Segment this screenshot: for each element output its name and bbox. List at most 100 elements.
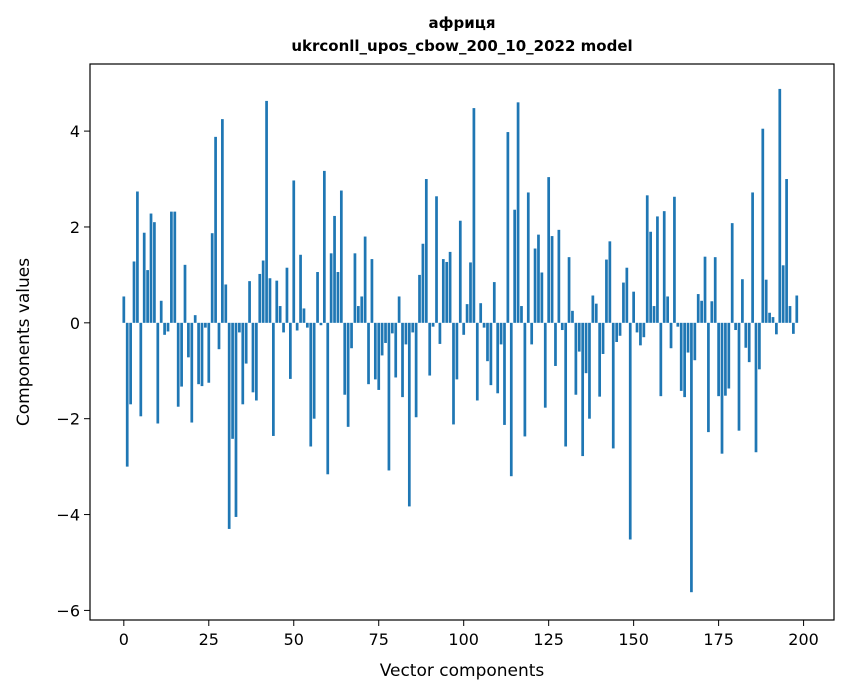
bar <box>492 282 496 323</box>
bar <box>520 306 523 323</box>
bar <box>275 280 279 323</box>
bar <box>136 191 139 323</box>
bar <box>523 322 527 437</box>
bar <box>690 322 693 593</box>
bar <box>265 100 268 323</box>
bar <box>156 322 160 424</box>
bar <box>530 322 534 345</box>
bar <box>139 322 143 417</box>
bar <box>149 213 153 323</box>
bar <box>496 322 500 394</box>
bar <box>146 270 149 323</box>
bar <box>720 322 724 454</box>
bar <box>656 216 659 323</box>
bar <box>764 279 768 323</box>
bar <box>659 322 663 397</box>
bar <box>241 322 245 405</box>
bar <box>462 322 466 335</box>
bar <box>676 322 680 327</box>
bar <box>329 253 333 323</box>
bar <box>197 322 200 385</box>
bar <box>132 261 136 323</box>
bar <box>401 322 404 398</box>
bar <box>448 251 452 323</box>
bar <box>309 322 313 447</box>
bar <box>479 303 483 323</box>
bar <box>469 262 472 323</box>
bar <box>499 322 503 345</box>
bar <box>696 294 700 323</box>
bar <box>312 322 316 419</box>
bar <box>183 264 187 323</box>
bar <box>506 132 510 323</box>
bar <box>785 179 788 323</box>
bar <box>598 322 602 397</box>
bar <box>234 322 238 517</box>
x-tick-label: 0 <box>119 630 129 649</box>
x-tick-label: 100 <box>448 630 479 649</box>
bar <box>268 278 272 323</box>
bar <box>360 296 364 323</box>
bar <box>792 322 795 334</box>
plot-frame <box>89 63 835 621</box>
bar <box>272 322 275 436</box>
y-axis-ticks: −6 −4 −2 0 2 4 <box>56 122 90 620</box>
bar <box>788 306 792 323</box>
y-axis-label: Components values <box>14 258 34 426</box>
bar <box>781 265 785 323</box>
bar <box>346 322 350 427</box>
bar <box>486 322 489 362</box>
bar <box>445 261 449 323</box>
bar <box>204 322 207 328</box>
bar <box>707 322 710 433</box>
bar <box>397 296 401 323</box>
bar <box>754 322 758 453</box>
bar <box>370 259 374 323</box>
bar <box>554 322 557 366</box>
bar <box>299 254 302 323</box>
bar <box>737 322 741 431</box>
bar <box>336 272 340 323</box>
bar <box>489 322 493 386</box>
bar <box>295 322 299 331</box>
bar <box>163 322 166 335</box>
bar <box>758 322 761 370</box>
bar <box>550 236 554 323</box>
bar <box>214 136 217 323</box>
bar <box>316 272 319 323</box>
bar <box>411 322 415 333</box>
bar <box>771 317 775 323</box>
bar <box>662 211 666 323</box>
bar <box>475 322 479 401</box>
bar <box>703 256 707 323</box>
bar <box>693 322 697 361</box>
bar <box>322 170 326 323</box>
bar <box>142 232 146 323</box>
bar <box>628 322 632 540</box>
bar <box>700 300 703 323</box>
bar <box>571 310 574 323</box>
chart-title-line1: африця <box>428 14 495 32</box>
bar <box>326 322 330 475</box>
bar <box>244 322 248 364</box>
bar <box>669 322 673 349</box>
bar <box>482 322 486 328</box>
bar <box>387 322 391 471</box>
bar <box>533 248 537 323</box>
bar <box>574 322 578 395</box>
bar <box>560 322 564 331</box>
bar <box>513 209 517 323</box>
bar <box>683 322 686 398</box>
bar <box>319 322 323 326</box>
bar <box>543 322 547 408</box>
bar <box>339 190 343 323</box>
bar <box>615 322 619 342</box>
bar <box>207 322 211 383</box>
bar <box>221 119 224 323</box>
bar <box>289 322 292 379</box>
bar <box>278 306 282 323</box>
bar <box>363 236 367 323</box>
bar <box>778 88 782 323</box>
bar <box>282 322 285 333</box>
bar <box>231 322 234 439</box>
